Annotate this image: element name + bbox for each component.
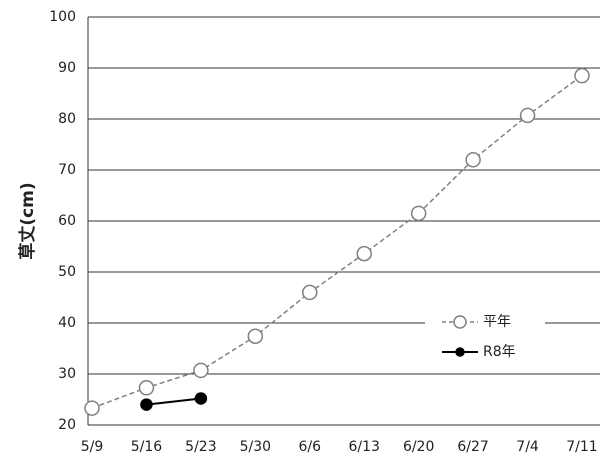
data-point [465,152,481,168]
y-tick-label: 30 [58,366,76,382]
x-tick-label: 6/6 [299,439,322,455]
data-point [574,67,590,84]
x-tick-label: 5/9 [81,439,104,455]
x-tick-label: 6/27 [457,439,488,455]
x-tick-label: 7/4 [516,439,539,455]
data-point [247,328,264,345]
data-point [410,205,427,222]
y-tick-label: 60 [58,213,76,229]
data-point [138,380,155,396]
data-point [519,107,536,124]
data-point [302,284,318,301]
y-tick-label: 100 [49,9,76,25]
y-tick-label: 50 [58,264,76,280]
data-point [194,392,208,405]
x-tick-label: 5/23 [185,439,216,455]
series-line [146,397,202,406]
x-tick-label: 5/30 [240,439,271,455]
y-tick-label: 20 [58,417,76,433]
y-tick-label: 80 [58,111,76,127]
data-point [84,400,100,416]
y-tick-label: 90 [58,60,76,76]
x-tick-label: 7/11 [566,439,597,455]
legend-marker [455,347,465,357]
legend-label: 平年 [483,314,511,330]
legend-marker [453,315,467,329]
legend-label: R8年 [483,344,516,360]
y-tick-label: 40 [58,315,76,331]
data-point [193,362,209,379]
legend-background [425,305,545,367]
y-tick-label: 70 [58,162,76,178]
data-point [140,398,153,411]
x-tick-label: 6/20 [403,439,434,455]
x-tick-label: 6/13 [348,439,379,455]
series-line [91,75,583,409]
y-axis-label: 草丈(cm) [18,182,38,259]
x-tick-label: 5/16 [131,439,163,455]
data-point [356,245,372,262]
